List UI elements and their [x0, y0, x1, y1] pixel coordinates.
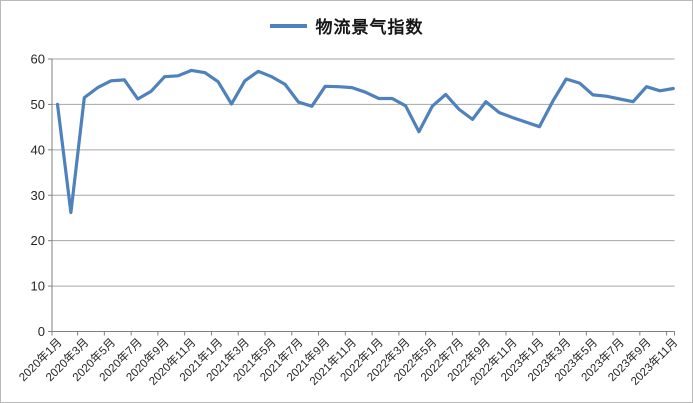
- series-line: [55, 68, 675, 215]
- y-tick-label: 40: [31, 142, 45, 157]
- y-tick-label: 0: [38, 324, 45, 339]
- y-tick-label: 30: [31, 188, 45, 203]
- legend-line-swatch: [269, 23, 307, 28]
- y-tick-label: 50: [31, 97, 45, 112]
- y-tick-label: 60: [31, 52, 45, 67]
- legend-label: 物流景气指数: [315, 18, 424, 37]
- y-tick-label: 10: [31, 279, 45, 294]
- legend: 物流景气指数: [1, 13, 692, 38]
- y-tick-label: 20: [31, 233, 45, 248]
